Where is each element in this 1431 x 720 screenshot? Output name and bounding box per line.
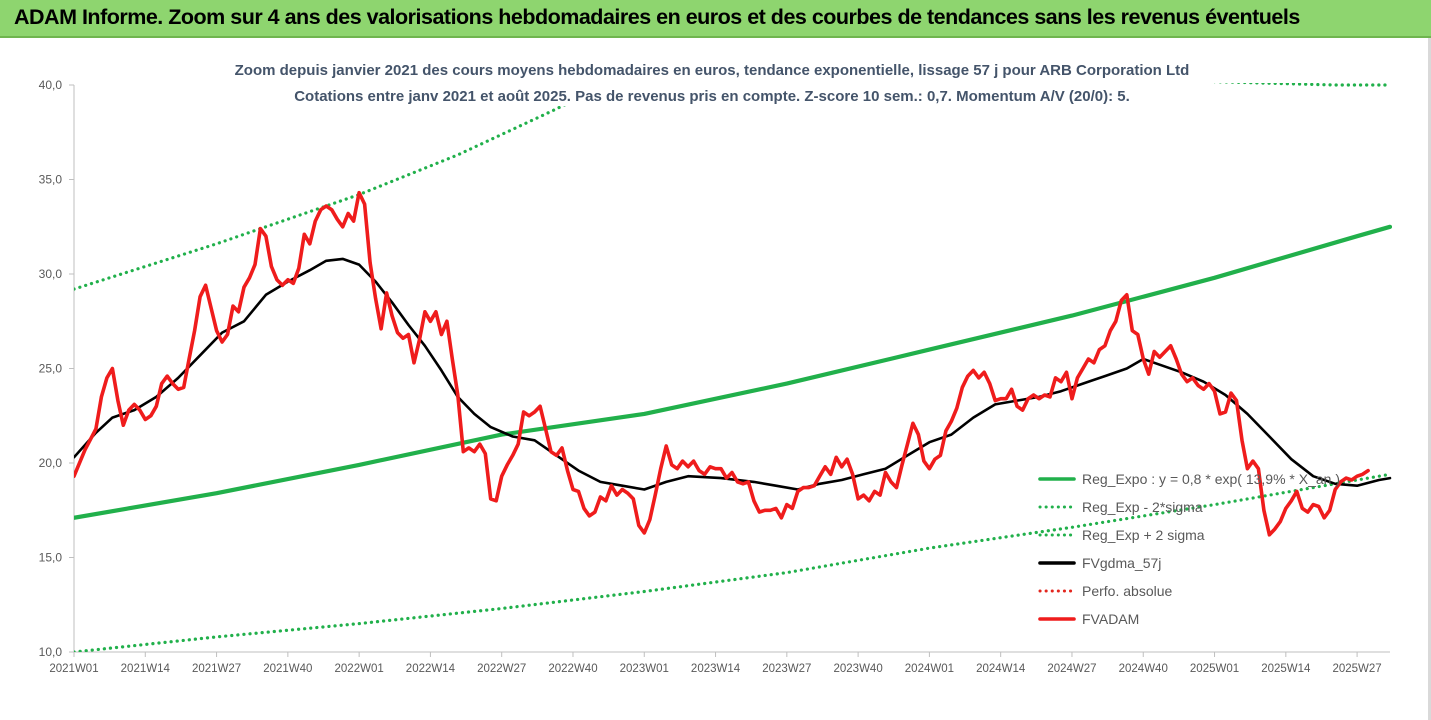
- x-tick-label: 2021W14: [121, 663, 171, 675]
- y-tick-label: 40,0: [39, 78, 63, 92]
- x-tick-label: 2025W01: [1190, 663, 1239, 675]
- x-tick-label: 2022W27: [477, 663, 526, 675]
- report-title: ADAM Informe. Zoom sur 4 ans des valoris…: [14, 5, 1300, 29]
- legend-label-4: Perfo. absolue: [1082, 583, 1172, 599]
- series-line-0: [74, 224, 1392, 520]
- legend-label-0: Reg_Expo : y = 0,8 * exp( 13,9% * X_an ): [1082, 471, 1340, 487]
- x-tick-label: 2023W14: [691, 663, 741, 675]
- series-line-5: [74, 190, 1370, 537]
- y-tick-label: 25,0: [39, 362, 63, 376]
- x-tick-label: 2025W14: [1261, 663, 1311, 675]
- chart-area: Zoom depuis janvier 2021 des cours moyen…: [0, 38, 1431, 720]
- legend-label-5: FVADAM: [1082, 611, 1139, 627]
- x-tick-label: 2022W01: [335, 663, 384, 675]
- series-line-2: [74, 83, 1392, 291]
- y-tick-label: 15,0: [39, 551, 63, 565]
- x-tick-label: 2025W27: [1332, 663, 1381, 675]
- series-line-1: [74, 472, 1392, 652]
- series-lines: [74, 83, 1392, 652]
- x-tick-label: 2024W27: [1047, 663, 1096, 675]
- chart-title-line-2: Cotations entre janv 2021 et août 2025. …: [294, 88, 1130, 105]
- legend: Reg_Expo : y = 0,8 * exp( 13,9% * X_an )…: [1038, 471, 1340, 627]
- x-tick-label: 2023W27: [762, 663, 811, 675]
- line-chart: Zoom depuis janvier 2021 des cours moyen…: [39, 54, 1392, 675]
- axes: [69, 84, 1390, 657]
- legend-label-2: Reg_Exp + 2 sigma: [1082, 527, 1205, 543]
- y-tick-label: 35,0: [39, 173, 63, 187]
- x-tick-label: 2023W01: [620, 663, 669, 675]
- x-tick-label: 2021W40: [263, 663, 312, 675]
- x-tick-label: 2022W14: [406, 663, 456, 675]
- series-line-3: [74, 257, 1392, 491]
- axis-tick-labels: 10,0 15,0 20,0 25,0 30,0 35,0 40,0 2021W01 2021W…: [39, 78, 1382, 675]
- y-tick-label: 10,0: [39, 645, 63, 659]
- x-tick-label: 2024W14: [976, 663, 1026, 675]
- report-banner: ADAM Informe. Zoom sur 4 ans des valoris…: [0, 0, 1431, 38]
- legend-label-3: FVgdma_57j: [1082, 555, 1161, 571]
- x-tick-label: 2021W27: [192, 663, 241, 675]
- x-tick-label: 2024W01: [905, 663, 954, 675]
- y-tick-label: 20,0: [39, 456, 63, 470]
- y-tick-label: 30,0: [39, 267, 63, 281]
- x-tick-label: 2023W40: [833, 663, 882, 675]
- chart-title-line-1: Zoom depuis janvier 2021 des cours moyen…: [235, 62, 1190, 79]
- legend-label-1: Reg_Exp - 2*sigma: [1082, 499, 1203, 515]
- chart-title-box: Zoom depuis janvier 2021 des cours moyen…: [206, 54, 1214, 106]
- x-tick-label: 2021W01: [49, 663, 98, 675]
- x-tick-label: 2024W40: [1119, 663, 1168, 675]
- x-tick-label: 2022W40: [548, 663, 597, 675]
